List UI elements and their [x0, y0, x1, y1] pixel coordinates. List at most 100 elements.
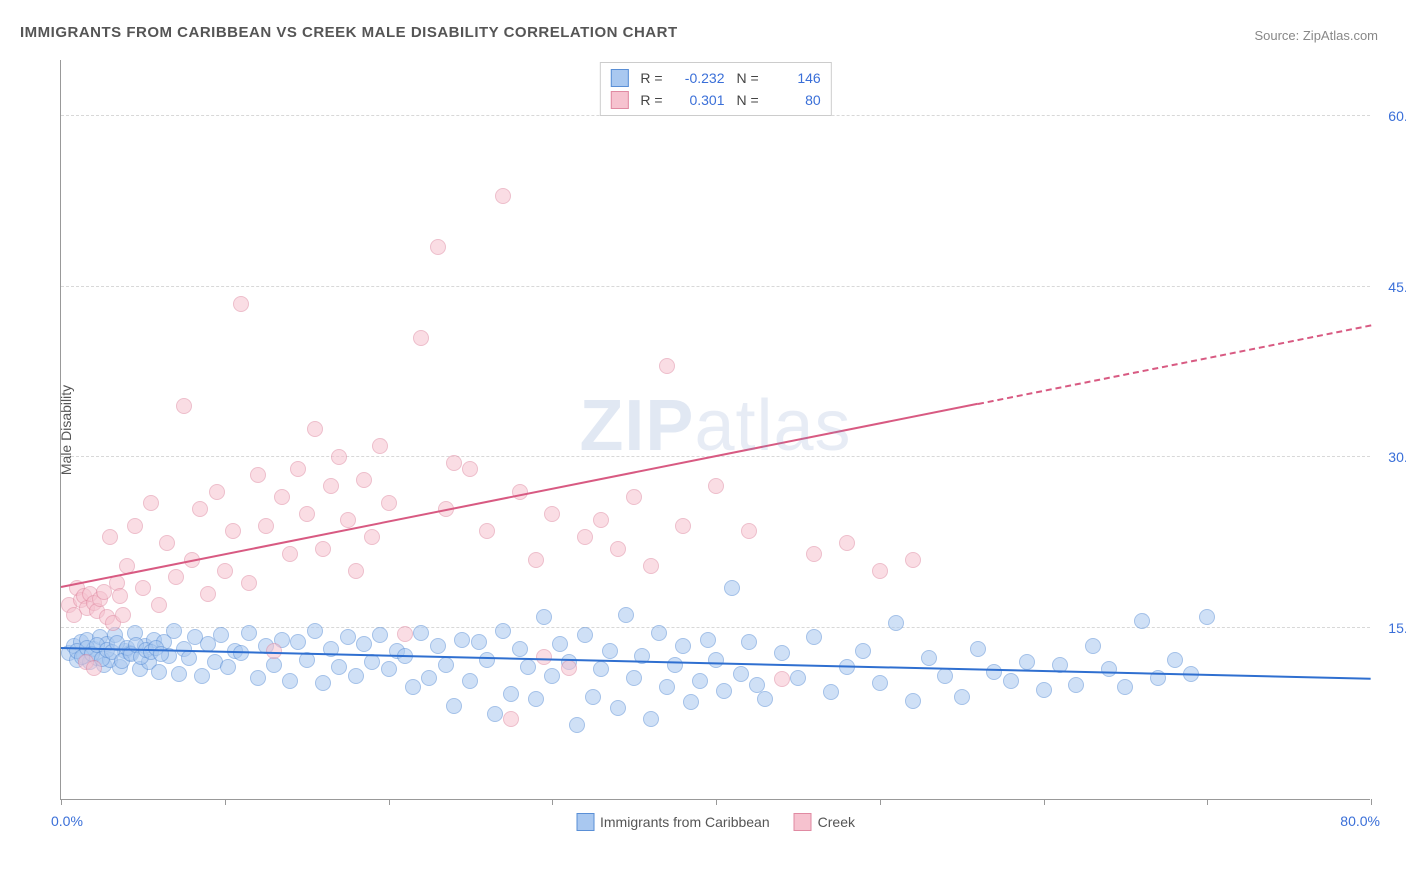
- scatter-point: [168, 569, 184, 585]
- x-tick: [1207, 799, 1208, 805]
- x-tick: [716, 799, 717, 805]
- scatter-point: [520, 659, 536, 675]
- x-tick: [880, 799, 881, 805]
- legend-row-series-0: R = -0.232 N = 146: [610, 67, 820, 89]
- scatter-point: [282, 546, 298, 562]
- scatter-point: [626, 489, 642, 505]
- scatter-point: [446, 698, 462, 714]
- scatter-point: [733, 666, 749, 682]
- y-tick-label: 30.0%: [1388, 449, 1406, 465]
- scatter-point: [159, 535, 175, 551]
- x-axis-max-label: 80.0%: [1340, 813, 1380, 829]
- scatter-point: [135, 580, 151, 596]
- scatter-point: [577, 627, 593, 643]
- scatter-point: [471, 634, 487, 650]
- scatter-point: [503, 711, 519, 727]
- scatter-point: [266, 657, 282, 673]
- scatter-point: [405, 679, 421, 695]
- scatter-point: [430, 638, 446, 654]
- legend-r-value-0: -0.232: [671, 67, 725, 89]
- scatter-point: [115, 607, 131, 623]
- scatter-point: [479, 523, 495, 539]
- scatter-point: [495, 623, 511, 639]
- scatter-point: [220, 659, 236, 675]
- scatter-point: [643, 558, 659, 574]
- scatter-point: [651, 625, 667, 641]
- scatter-point: [937, 668, 953, 684]
- scatter-point: [1085, 638, 1101, 654]
- scatter-point: [561, 660, 577, 676]
- scatter-point: [225, 523, 241, 539]
- scatter-point: [381, 661, 397, 677]
- legend-r-label: R =: [640, 67, 662, 89]
- scatter-point: [675, 638, 691, 654]
- scatter-point: [905, 552, 921, 568]
- scatter-point: [667, 657, 683, 673]
- scatter-point: [307, 421, 323, 437]
- scatter-point: [250, 670, 266, 686]
- scatter-point: [675, 518, 691, 534]
- scatter-point: [724, 580, 740, 596]
- scatter-point: [181, 650, 197, 666]
- scatter-point: [151, 664, 167, 680]
- x-tick: [1371, 799, 1372, 805]
- scatter-point: [503, 686, 519, 702]
- scatter-point: [593, 661, 609, 677]
- scatter-point: [290, 461, 306, 477]
- scatter-point: [536, 649, 552, 665]
- scatter-point: [708, 652, 724, 668]
- scatter-point: [806, 546, 822, 562]
- scatter-point: [112, 588, 128, 604]
- scatter-point: [446, 455, 462, 471]
- scatter-point: [577, 529, 593, 545]
- scatter-point: [274, 489, 290, 505]
- scatter-point: [200, 586, 216, 602]
- scatter-point: [602, 643, 618, 659]
- source-attribution: Source: ZipAtlas.com: [1254, 28, 1378, 43]
- legend-n-label: N =: [737, 89, 759, 111]
- scatter-point: [241, 575, 257, 591]
- x-axis-min-label: 0.0%: [51, 813, 83, 829]
- x-tick: [225, 799, 226, 805]
- scatter-point: [659, 679, 675, 695]
- legend-r-label: R =: [640, 89, 662, 111]
- scatter-point: [290, 634, 306, 650]
- scatter-point: [315, 541, 331, 557]
- scatter-point: [741, 523, 757, 539]
- trend-line: [978, 325, 1371, 406]
- legend-bottom-swatch-1: [794, 813, 812, 831]
- scatter-point: [127, 518, 143, 534]
- x-tick: [389, 799, 390, 805]
- scatter-point: [438, 657, 454, 673]
- chart-title: IMMIGRANTS FROM CARIBBEAN VS CREEK MALE …: [20, 24, 678, 41]
- scatter-point: [364, 654, 380, 670]
- scatter-point: [683, 694, 699, 710]
- scatter-point: [905, 693, 921, 709]
- scatter-point: [1019, 654, 1035, 670]
- scatter-point: [1134, 613, 1150, 629]
- scatter-point: [954, 689, 970, 705]
- scatter-point: [774, 671, 790, 687]
- scatter-point: [757, 691, 773, 707]
- scatter-point: [209, 484, 225, 500]
- scatter-point: [462, 673, 478, 689]
- scatter-point: [872, 563, 888, 579]
- scatter-point: [495, 188, 511, 204]
- scatter-point: [282, 673, 298, 689]
- scatter-point: [192, 501, 208, 517]
- legend-n-value-0: 146: [767, 67, 821, 89]
- legend-bottom-item-1: Creek: [794, 813, 855, 831]
- legend-stats-box: R = -0.232 N = 146 R = 0.301 N = 80: [599, 62, 831, 116]
- scatter-point: [1003, 673, 1019, 689]
- scatter-point: [166, 623, 182, 639]
- scatter-point: [855, 643, 871, 659]
- scatter-point: [536, 609, 552, 625]
- legend-swatch-1: [610, 91, 628, 109]
- scatter-point: [528, 552, 544, 568]
- scatter-point: [716, 683, 732, 699]
- scatter-point: [323, 478, 339, 494]
- scatter-point: [413, 330, 429, 346]
- legend-row-series-1: R = 0.301 N = 80: [610, 89, 820, 111]
- scatter-point: [872, 675, 888, 691]
- scatter-point: [1117, 679, 1133, 695]
